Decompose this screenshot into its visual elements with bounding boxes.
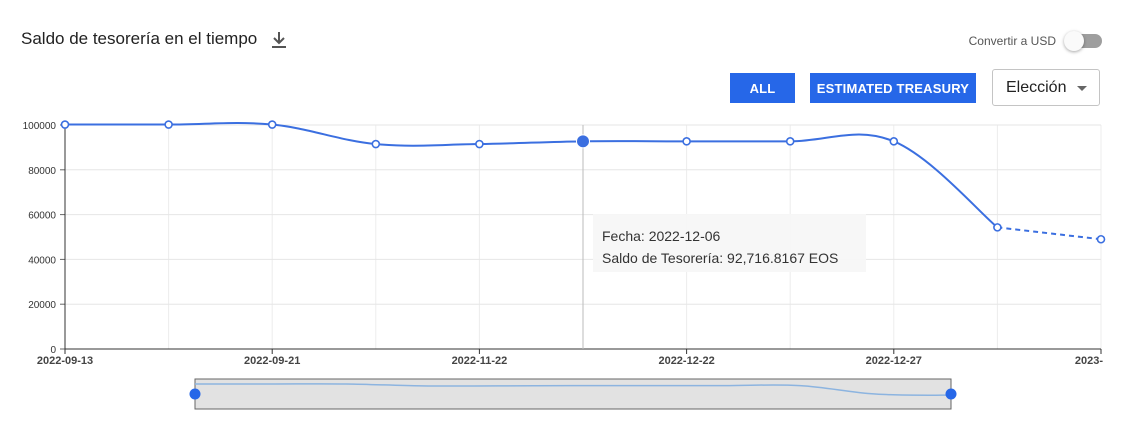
chart-title: Saldo de tesorería en el tiempo bbox=[21, 29, 258, 48]
y-tick-label: 20000 bbox=[28, 300, 56, 311]
data-point bbox=[475, 139, 484, 149]
x-tick-label: 2022-11-22 bbox=[452, 355, 508, 367]
convert-usd-label: Convertir a USD bbox=[968, 34, 1056, 48]
data-point bbox=[993, 223, 1002, 232]
convert-usd-toggle[interactable] bbox=[1064, 31, 1102, 51]
x-tick-label: 2023- bbox=[1075, 355, 1103, 367]
series-line bbox=[65, 122, 999, 229]
data-point bbox=[60, 120, 70, 129]
y-tick-label: 40000 bbox=[28, 255, 56, 266]
toggle-knob bbox=[1064, 31, 1084, 51]
navigator-line bbox=[194, 383, 952, 396]
data-point bbox=[371, 139, 381, 149]
election-select-value: Elección bbox=[1006, 78, 1067, 96]
chart-tooltip: Fecha: 2022-12-06 Saldo de Tesorería: 92… bbox=[593, 214, 866, 272]
navigator-handle-left[interactable] bbox=[189, 388, 201, 400]
data-point bbox=[682, 137, 691, 146]
navigator-handle-right[interactable] bbox=[945, 388, 957, 400]
x-tick-label: 2022-12-22 bbox=[658, 355, 714, 367]
x-tick-label: 2022-09-21 bbox=[244, 355, 300, 367]
x-tick-label: 2022-12-27 bbox=[866, 355, 922, 367]
tooltip-date: Fecha: 2022-12-06 bbox=[602, 228, 721, 244]
download-icon[interactable] bbox=[270, 30, 288, 50]
data-point bbox=[785, 137, 795, 146]
data-point bbox=[267, 120, 277, 129]
y-tick-label: 100000 bbox=[23, 121, 57, 132]
convert-usd: Convertir a USD bbox=[968, 31, 1102, 51]
y-tick-label: 60000 bbox=[28, 211, 56, 222]
estimated-treasury-button[interactable]: ESTIMATED TREASURY bbox=[810, 73, 976, 103]
y-tick-label: 80000 bbox=[28, 166, 56, 177]
all-button[interactable]: ALL bbox=[730, 73, 795, 103]
y-tick-label: 0 bbox=[50, 345, 56, 356]
data-point bbox=[164, 120, 173, 129]
data-point bbox=[889, 137, 899, 146]
series-line-estimated bbox=[997, 226, 1102, 241]
caret-down-icon bbox=[1077, 86, 1087, 91]
x-tick-label: 2022-09-13 bbox=[37, 355, 93, 367]
tooltip-value: Saldo de Tesorería: 92,716.8167 EOS bbox=[602, 250, 839, 266]
election-select[interactable]: Elección bbox=[992, 69, 1100, 106]
data-point bbox=[1096, 234, 1106, 244]
data-point-highlighted bbox=[576, 134, 590, 149]
